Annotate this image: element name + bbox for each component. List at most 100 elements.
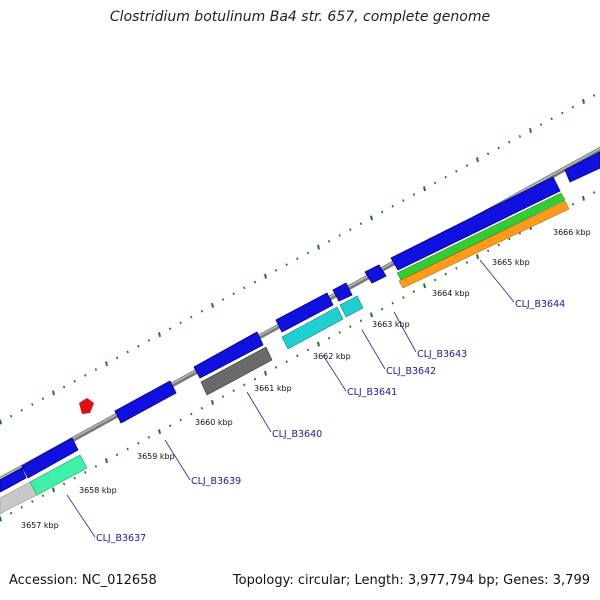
tick-mark	[158, 332, 161, 338]
tick-mark	[190, 412, 193, 416]
tick-mark	[296, 257, 299, 261]
red-feature-marker[interactable]	[79, 398, 94, 414]
tick-mark	[582, 98, 585, 104]
tick-mark	[137, 441, 140, 445]
gene-label[interactable]: CLJ_B3642	[386, 366, 436, 377]
tick-mark	[31, 500, 34, 503]
tick-mark	[508, 140, 511, 144]
tick-mark	[20, 505, 23, 509]
tick-mark	[200, 406, 204, 410]
gene-labels: CLJ_B3637 CLJ_B3639 CLJ_B3640 CLJ_B3641 …	[96, 299, 565, 544]
tick-mark	[539, 123, 543, 127]
tick-mark	[455, 266, 458, 270]
tick-mark	[455, 169, 458, 173]
outer-tick-row	[0, 94, 596, 425]
kbp-label: 3661 kbp	[254, 384, 292, 393]
tick-mark	[84, 471, 87, 474]
tick-mark	[73, 379, 76, 383]
tick-mark	[465, 164, 469, 167]
cds-block[interactable]	[21, 437, 79, 479]
tick-mark	[592, 191, 596, 194]
tick-mark	[0, 516, 2, 522]
gene-label[interactable]: CLJ_B3643	[417, 349, 467, 360]
tick-mark	[232, 292, 235, 296]
map-title: Clostridium botulinum Ba4 str. 657, comp…	[109, 9, 491, 25]
tick-mark	[370, 312, 373, 318]
tick-mark	[476, 157, 479, 163]
cds-block[interactable]	[0, 467, 27, 493]
kbp-label: 3663 kbp	[372, 320, 410, 329]
tick-mark	[402, 296, 405, 299]
tick-mark	[285, 263, 288, 266]
tick-mark	[115, 453, 119, 457]
orange-gene-strip[interactable]	[398, 200, 570, 289]
tick-mark	[0, 419, 2, 425]
tick-mark	[179, 321, 182, 325]
gene-label[interactable]: CLJ_B3639	[191, 476, 241, 487]
cds-block[interactable]	[564, 151, 600, 183]
kbp-label: 3657 kbp	[21, 521, 59, 530]
tick-mark	[200, 309, 204, 313]
tick-mark	[168, 424, 172, 428]
tick-mark	[359, 222, 363, 226]
tick-mark	[211, 399, 214, 405]
gene-label[interactable]: CLJ_B3641	[347, 387, 397, 398]
tick-mark	[158, 429, 161, 435]
cyan-gene-block[interactable]	[281, 306, 344, 350]
cds-block[interactable]	[275, 292, 334, 333]
tick-mark	[62, 385, 66, 389]
kbp-label: 3664 kbp	[432, 289, 470, 298]
tick-mark	[529, 128, 532, 133]
tick-mark	[497, 146, 500, 150]
cds-block[interactable]	[364, 264, 387, 284]
tick-mark	[243, 383, 246, 387]
tick-mark	[306, 348, 310, 352]
gene-label[interactable]: CLJ_B3637	[96, 533, 146, 544]
tick-mark	[285, 360, 288, 363]
tick-mark	[126, 350, 129, 354]
tick-mark	[9, 414, 13, 418]
tick-mark	[243, 286, 246, 290]
cds-block[interactable]	[114, 380, 177, 424]
kbp-label: 3658 kbp	[79, 486, 117, 495]
tick-mark	[253, 280, 257, 284]
tick-mark	[465, 261, 469, 264]
tick-mark	[264, 273, 267, 279]
tick-mark	[433, 278, 437, 282]
kbp-scale: 3657 kbp 3658 kbp 3659 kbp 3660 kbp 3661…	[21, 228, 591, 530]
gene-label[interactable]: CLJ_B3644	[515, 299, 565, 310]
kbp-label: 3660 kbp	[195, 418, 233, 427]
cds-block[interactable]	[390, 176, 561, 271]
tick-mark	[327, 239, 331, 243]
gene-label[interactable]: CLJ_B3640	[272, 429, 322, 440]
grey-gene-block[interactable]	[0, 481, 38, 515]
green-gene-strip[interactable]	[396, 192, 566, 281]
cds-block[interactable]	[193, 331, 264, 379]
tick-mark	[412, 193, 416, 196]
tick-mark	[221, 395, 225, 398]
tick-mark	[179, 418, 182, 422]
tick-mark	[359, 319, 363, 323]
tick-mark	[62, 482, 66, 486]
tick-mark	[168, 327, 172, 331]
tick-mark	[518, 134, 522, 138]
tick-mark	[274, 366, 278, 369]
inner-tick-row	[0, 191, 596, 522]
tick-mark	[41, 397, 45, 401]
dark-grey-gene-block[interactable]	[200, 346, 273, 396]
tick-mark	[380, 307, 384, 311]
kbp-label: 3665 kbp	[492, 258, 530, 267]
tick-mark	[317, 244, 320, 250]
cyan-gene-block-small[interactable]	[339, 295, 364, 318]
cds-block[interactable]	[332, 282, 353, 302]
tick-mark	[253, 377, 257, 381]
tick-mark	[264, 370, 267, 376]
tick-mark	[190, 315, 193, 319]
tick-mark	[41, 494, 45, 498]
green-gene-block[interactable]	[29, 454, 88, 496]
tick-mark	[73, 476, 76, 480]
tick-mark	[84, 374, 87, 377]
tick-mark	[423, 186, 426, 192]
tick-mark	[31, 403, 34, 406]
